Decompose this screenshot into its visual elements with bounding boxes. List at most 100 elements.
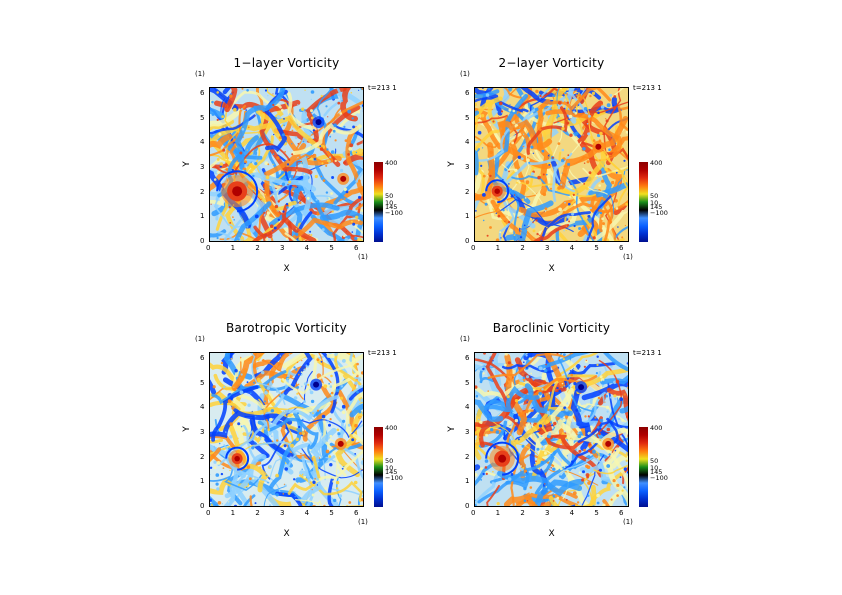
y-tick-label: 3 (200, 427, 205, 436)
vorticity-speck (301, 360, 303, 362)
vorticity-filament (210, 88, 239, 112)
vorticity-speck (562, 100, 565, 102)
y-tick-label: 3 (465, 162, 470, 171)
vorticity-filament (211, 121, 288, 146)
vorticity-filament (282, 353, 356, 369)
vorticity-speck (254, 415, 257, 418)
vorticity-speck (482, 472, 485, 476)
vorticity-filament (249, 417, 296, 459)
vorticity-speck (331, 176, 335, 179)
vorticity-filament (329, 102, 363, 134)
vorticity-speck (267, 428, 271, 432)
vorticity-speck (487, 88, 491, 90)
vorticity-filament (501, 363, 560, 374)
vorticity-speck (516, 216, 519, 219)
vorticity-speck (261, 370, 265, 375)
vorticity-speck (247, 126, 250, 129)
vorticity-speck (565, 408, 569, 412)
vorticity-speck (533, 464, 536, 466)
vorticity-filament (343, 152, 363, 166)
colorbar-label: −100 (650, 474, 668, 482)
vorticity-speck (526, 228, 528, 230)
vorticity-speck (299, 237, 302, 240)
vorticity-speck (513, 194, 516, 196)
vorticity-speck (330, 391, 334, 395)
vorticity-filament (606, 489, 624, 506)
vorticity-speck (224, 215, 226, 217)
y-tick-label: 3 (465, 427, 470, 436)
vorticity-speck (524, 197, 527, 199)
vorticity-speck (479, 420, 483, 425)
vorticity-filament (210, 133, 233, 149)
vorticity-speck (356, 390, 359, 394)
vorticity-speck (294, 491, 296, 493)
vorticity-speck (354, 423, 358, 428)
vorticity-speck (583, 365, 586, 368)
vorticity-filament (327, 477, 335, 506)
vorticity-speck (623, 486, 626, 489)
vorticity-speck (513, 234, 516, 236)
vorticity-speck (545, 363, 547, 366)
vorticity-speck (309, 388, 312, 391)
vorticity-speck (506, 395, 510, 399)
vorticity-speck (544, 207, 548, 210)
vorticity-speck (285, 141, 288, 143)
vorticity-speck (253, 381, 256, 384)
vorticity-speck (268, 464, 272, 469)
vorticity-speck (343, 197, 346, 200)
vorticity-speck (537, 175, 541, 180)
vorticity-speck (289, 456, 293, 460)
vorticity-speck (527, 186, 529, 188)
vorticity-speck (557, 142, 561, 145)
vorticity-filament (311, 449, 363, 484)
vorticity-speck (497, 115, 499, 117)
vorticity-speck (528, 161, 531, 164)
vorticity-speck (514, 418, 519, 423)
vorticity-speck (558, 389, 562, 393)
vorticity-speck (306, 362, 310, 366)
vorticity-speck (221, 115, 225, 119)
colorbar-label: 10 (650, 199, 659, 207)
vorticity-speck (577, 434, 582, 439)
vorticity-speck (560, 183, 563, 186)
vorticity-speck (326, 148, 329, 151)
vorticity-speck (522, 376, 526, 380)
vorticity-speck (592, 449, 596, 454)
vorticity-filament (261, 409, 290, 480)
x-axis-label: X (283, 529, 290, 539)
vorticity-heatmap (210, 353, 363, 506)
vorticity-filament (297, 418, 363, 439)
vorticity-speck (354, 236, 358, 241)
vorticity-speck (581, 478, 585, 482)
vorticity-speck (327, 116, 329, 118)
vorticity-speck (301, 504, 304, 506)
vorticity-filament (290, 217, 363, 241)
vorticity-speck (610, 498, 613, 501)
vortex-spiral (485, 441, 520, 476)
vorticity-filament (281, 364, 363, 395)
vorticity-speck (285, 237, 288, 240)
vorticity-speck (600, 385, 603, 388)
vorticity-speck (610, 365, 613, 368)
vorticity-speck (508, 183, 510, 185)
x-tick-label: 2 (520, 509, 525, 517)
vorticity-speck (310, 90, 315, 94)
vorticity-speck (311, 489, 313, 491)
vorticity-speck (295, 368, 298, 371)
vorticity-speck (288, 113, 291, 116)
vorticity-speck (233, 219, 235, 221)
vorticity-speck (627, 192, 628, 196)
vorticity-speck (569, 370, 572, 372)
vorticity-speck (604, 401, 606, 403)
vorticity-speck (296, 361, 299, 364)
colorbar-label: 50 (650, 457, 659, 465)
vorticity-speck (306, 196, 310, 200)
colorbar-label: 145 (385, 203, 398, 211)
vorticity-speck (355, 241, 356, 242)
vorticity-filament (275, 491, 303, 506)
vorticity-speck (270, 409, 275, 413)
vorticity-speck (526, 158, 530, 162)
vorticity-speck (508, 108, 512, 112)
vorticity-speck (317, 227, 319, 229)
vorticity-speck (565, 498, 568, 501)
